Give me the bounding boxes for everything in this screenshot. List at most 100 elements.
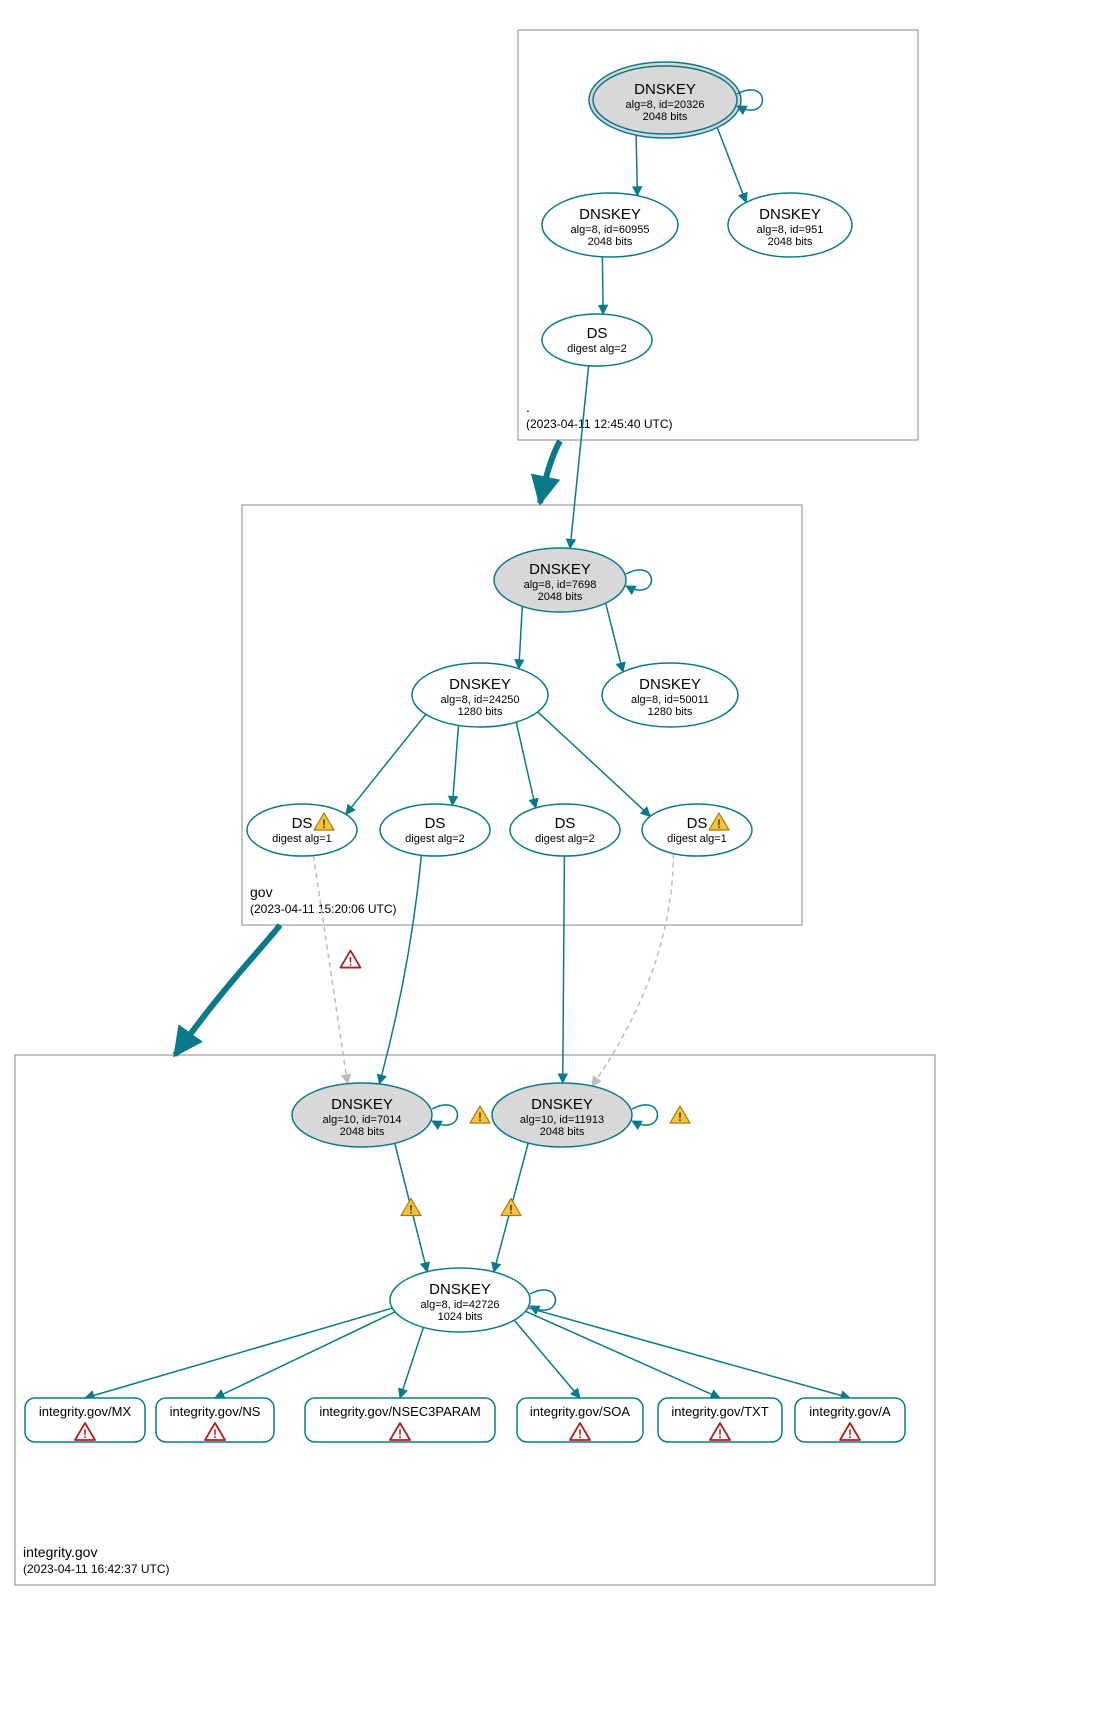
node-root_ksk: DNSKEYalg=8, id=203262048 bits [589,62,763,138]
edge-gov_zsk1-gov_ds2 [452,725,458,805]
node-sub2: 2048 bits [538,591,583,603]
error-icon: ! [340,951,360,969]
edge-zsk-rrset [85,1308,392,1398]
zone-label: integrity.gov [23,1544,97,1560]
svg-text:!: ! [848,1427,852,1441]
node-title: DNSKEY [449,676,511,693]
node-gov_ds4: DSdigest alg=1! [642,804,752,856]
rrset-label: integrity.gov/SOA [530,1404,631,1419]
rrset: integrity.gov/A! [795,1398,905,1442]
node-sub2: 2048 bits [588,236,633,248]
node-title: DNSKEY [429,1281,491,1298]
rrset: integrity.gov/NS! [156,1398,274,1442]
edge-gov_ksk-gov_zsk1 [519,606,522,668]
rrset-label: integrity.gov/A [809,1404,891,1419]
svg-text:!: ! [409,1203,413,1217]
node-title: DNSKEY [634,81,696,98]
edge-root_ksk-root_zsk2 [716,124,746,202]
node-sub1: digest alg=1 [272,833,332,845]
node-sub1: alg=8, id=42726 [421,1299,500,1311]
svg-text:!: ! [213,1427,217,1441]
edge-root_ksk-root_zsk1 [636,131,637,196]
node-title: DNSKEY [531,1096,593,1113]
rrset-label: integrity.gov/NSEC3PARAM [319,1404,480,1419]
node-title: DS [292,815,313,832]
warning-icon: ! [670,1106,690,1124]
svg-text:!: ! [478,1110,482,1124]
svg-text:!: ! [322,817,326,831]
edge-root_ds-gov_ksk [570,366,589,549]
node-root_ds: DSdigest alg=2 [542,314,652,366]
edge-gov_ds3-int_ksk2 [563,856,565,1083]
node-title: DNSKEY [759,206,821,223]
node-sub2: 1024 bits [438,1311,483,1323]
svg-text:!: ! [578,1427,582,1441]
self-loop [432,1105,458,1125]
node-sub2: 2048 bits [643,111,688,123]
svg-text:!: ! [717,817,721,831]
node-sub1: alg=8, id=60955 [571,224,650,236]
self-loop [530,1290,556,1310]
zone-timestamp: (2023-04-11 16:42:37 UTC) [23,1562,170,1576]
node-sub2: 1280 bits [458,706,503,718]
node-sub1: alg=8, id=951 [757,224,824,236]
node-title: DNSKEY [639,676,701,693]
zone-label: gov [250,884,273,900]
node-gov_ksk: DNSKEYalg=8, id=76982048 bits [494,548,652,612]
node-sub1: alg=8, id=50011 [631,694,709,706]
node-gov_ds2: DSdigest alg=2 [380,804,490,856]
node-sub1: digest alg=2 [567,343,627,355]
zone-timestamp: (2023-04-11 15:20:06 UTC) [250,902,397,916]
edge-zsk-rrset [526,1311,720,1398]
rrset: integrity.gov/MX! [25,1398,145,1442]
node-title: DNSKEY [579,206,641,223]
rrsets: integrity.gov/MX!integrity.gov/NS!integr… [25,1398,905,1442]
svg-text:!: ! [678,1110,682,1124]
warning-icon: ! [501,1199,521,1217]
node-int_ksk1: DNSKEYalg=10, id=70142048 bits! [292,1083,490,1147]
zone-label: . [526,399,530,415]
node-sub1: digest alg=2 [535,833,595,845]
rrset-label: integrity.gov/MX [39,1404,132,1419]
warning-icon: ! [470,1106,490,1124]
node-int_ksk2: DNSKEYalg=10, id=119132048 bits! [492,1083,690,1147]
rrset: integrity.gov/TXT! [658,1398,782,1442]
edge-gov_ds2-int_ksk1 [379,855,421,1084]
rrset-label: integrity.gov/TXT [671,1404,768,1419]
zone-transition-arrow [540,441,560,503]
node-root_zsk2: DNSKEYalg=8, id=9512048 bits [728,193,852,257]
edge-gov_zsk1-gov_ds4 [538,712,651,816]
node-sub2: 2048 bits [768,236,813,248]
node-gov_zsk1: DNSKEYalg=8, id=242501280 bits [412,663,548,727]
node-sub1: alg=10, id=7014 [323,1114,402,1126]
node-title: DS [687,815,708,832]
node-gov_ds1: DSdigest alg=1! [247,804,357,856]
zone-timestamp: (2023-04-11 12:45:40 UTC) [526,417,673,431]
node-sub1: alg=8, id=7698 [524,579,597,591]
svg-text:!: ! [509,1203,513,1217]
node-title: DS [425,815,446,832]
node-title: DS [555,815,576,832]
rrset: integrity.gov/SOA! [517,1398,643,1442]
node-root_zsk1: DNSKEYalg=8, id=609552048 bits [542,193,678,257]
edge-zsk-rrset [400,1327,423,1398]
node-sub2: 2048 bits [540,1126,585,1138]
edge-gov_ds1-int_ksk1 [313,855,347,1083]
node-sub2: 2048 bits [340,1126,385,1138]
rrset: integrity.gov/NSEC3PARAM! [305,1398,495,1442]
nodes: DNSKEYalg=8, id=203262048 bitsDNSKEYalg=… [247,62,852,1332]
svg-text:!: ! [348,955,352,969]
self-loop [626,570,652,590]
node-gov_zsk2: DNSKEYalg=8, id=500111280 bits [602,663,738,727]
node-sub2: 1280 bits [648,706,693,718]
edges: !!! [85,124,850,1398]
edge-gov_zsk1-gov_ds3 [516,722,535,808]
svg-text:!: ! [398,1427,402,1441]
rrset-label: integrity.gov/NS [170,1404,261,1419]
node-sub1: alg=8, id=20326 [626,99,705,111]
edge-gov_ds4-int_ksk2 [592,853,673,1086]
svg-text:!: ! [83,1427,87,1441]
edge-gov_ksk-gov_zsk2 [606,603,623,672]
node-sub1: alg=10, id=11913 [520,1114,604,1126]
zone-transition-arrow [175,925,280,1055]
